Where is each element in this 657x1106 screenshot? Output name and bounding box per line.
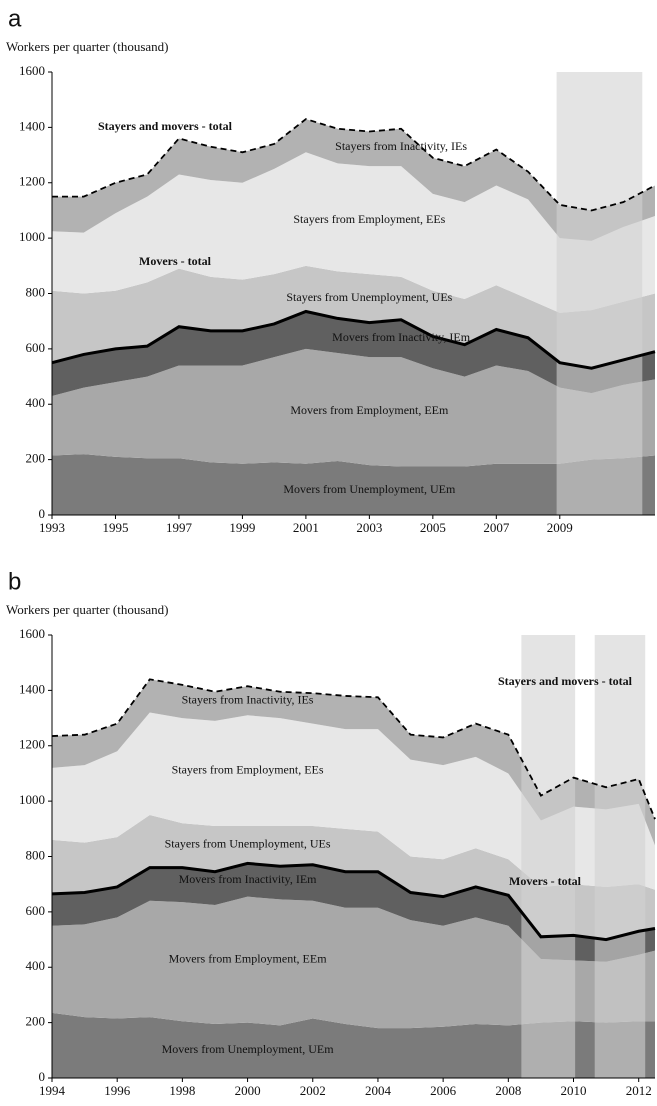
y-tick-label: 1200: [19, 737, 45, 752]
x-tick-label: 1999: [229, 520, 255, 535]
y-tick-label: 200: [26, 1014, 46, 1029]
area-layer: [52, 1012, 655, 1078]
y-tick-label: 1400: [19, 681, 45, 696]
y-tick-label: 0: [39, 1069, 46, 1084]
layer-label: Movers from Employment, EEm: [290, 403, 449, 417]
y-axis-title: Workers per quarter (thousand): [6, 602, 168, 617]
x-tick-label: 2008: [495, 1083, 521, 1098]
y-tick-label: 1600: [19, 63, 45, 78]
y-tick-label: 1200: [19, 174, 45, 189]
layer-label: Movers from Unemployment, UEm: [283, 482, 456, 496]
recession-shade: [594, 635, 646, 1078]
layer-label: Stayers from Unemployment, UEs: [165, 836, 331, 850]
y-tick-label: 600: [26, 903, 46, 918]
x-tick-label: 2007: [483, 520, 510, 535]
layer-label: Movers from Inactivity, IEm: [332, 330, 471, 344]
total-line: [51, 678, 656, 820]
total-line-label: Movers - total: [509, 874, 582, 888]
layer-label: Stayers from Employment, EEs: [172, 762, 324, 776]
area-layer: [52, 454, 655, 515]
area-layer: [52, 152, 655, 313]
area-layer: [52, 119, 655, 241]
panel-label: a: [8, 5, 22, 32]
total-line-label: Stayers and movers - total: [98, 119, 233, 133]
total-line: [51, 309, 656, 370]
x-tick-label: 1994: [39, 1083, 66, 1098]
x-tick-label: 1998: [169, 1083, 195, 1098]
area-layer: [52, 679, 655, 846]
x-tick-label: 2009: [547, 520, 573, 535]
y-tick-label: 1400: [19, 118, 45, 133]
y-tick-label: 600: [26, 340, 46, 355]
recession-shade: [556, 72, 643, 515]
y-tick-label: 800: [26, 284, 46, 299]
x-tick-label: 1996: [104, 1083, 131, 1098]
layer-label: Stayers from Inactivity, IEs: [182, 693, 314, 707]
y-tick-label: 0: [39, 506, 46, 521]
layer-label: Movers from Employment, EEm: [169, 951, 328, 965]
recession-shade: [521, 635, 576, 1078]
layer-label: Stayers from Unemployment, UEs: [286, 290, 452, 304]
layer-label: Stayers from Inactivity, IEs: [335, 139, 467, 153]
x-tick-label: 2000: [235, 1083, 261, 1098]
x-tick-label: 2003: [356, 520, 382, 535]
layer-label: Movers from Unemployment, UEm: [162, 1042, 335, 1056]
total-line: [51, 861, 656, 942]
y-tick-label: 1600: [19, 626, 45, 641]
x-tick-label: 2006: [430, 1083, 457, 1098]
total-line: [52, 118, 656, 212]
area-layer: [52, 896, 655, 1029]
area-layer: [52, 863, 655, 962]
x-tick-label: 1993: [39, 520, 65, 535]
x-tick-label: 1997: [166, 520, 193, 535]
y-axis-title: Workers per quarter (thousand): [6, 39, 168, 54]
y-tick-label: 1000: [19, 229, 45, 244]
x-tick-label: 1995: [102, 520, 128, 535]
x-tick-label: 2010: [561, 1083, 587, 1098]
x-tick-label: 2001: [293, 520, 319, 535]
total-line-label: Stayers and movers - total: [498, 674, 633, 688]
area-layer: [52, 712, 655, 890]
y-tick-label: 1000: [19, 792, 45, 807]
total-line-label: Movers - total: [139, 254, 212, 268]
panel-label: b: [8, 568, 21, 595]
layer-label: Movers from Inactivity, IEm: [179, 872, 318, 886]
area-layer: [52, 265, 655, 369]
y-tick-label: 800: [26, 847, 46, 862]
x-tick-label: 2012: [626, 1083, 652, 1098]
area-layer: [52, 348, 655, 467]
x-tick-label: 2004: [365, 1083, 392, 1098]
x-tick-label: 2005: [420, 520, 446, 535]
y-tick-label: 200: [26, 451, 46, 466]
layer-label: Stayers from Employment, EEs: [293, 212, 445, 226]
y-tick-label: 400: [26, 958, 46, 973]
area-layer: [52, 814, 655, 940]
y-tick-label: 400: [26, 395, 46, 410]
x-tick-label: 2002: [300, 1083, 326, 1098]
